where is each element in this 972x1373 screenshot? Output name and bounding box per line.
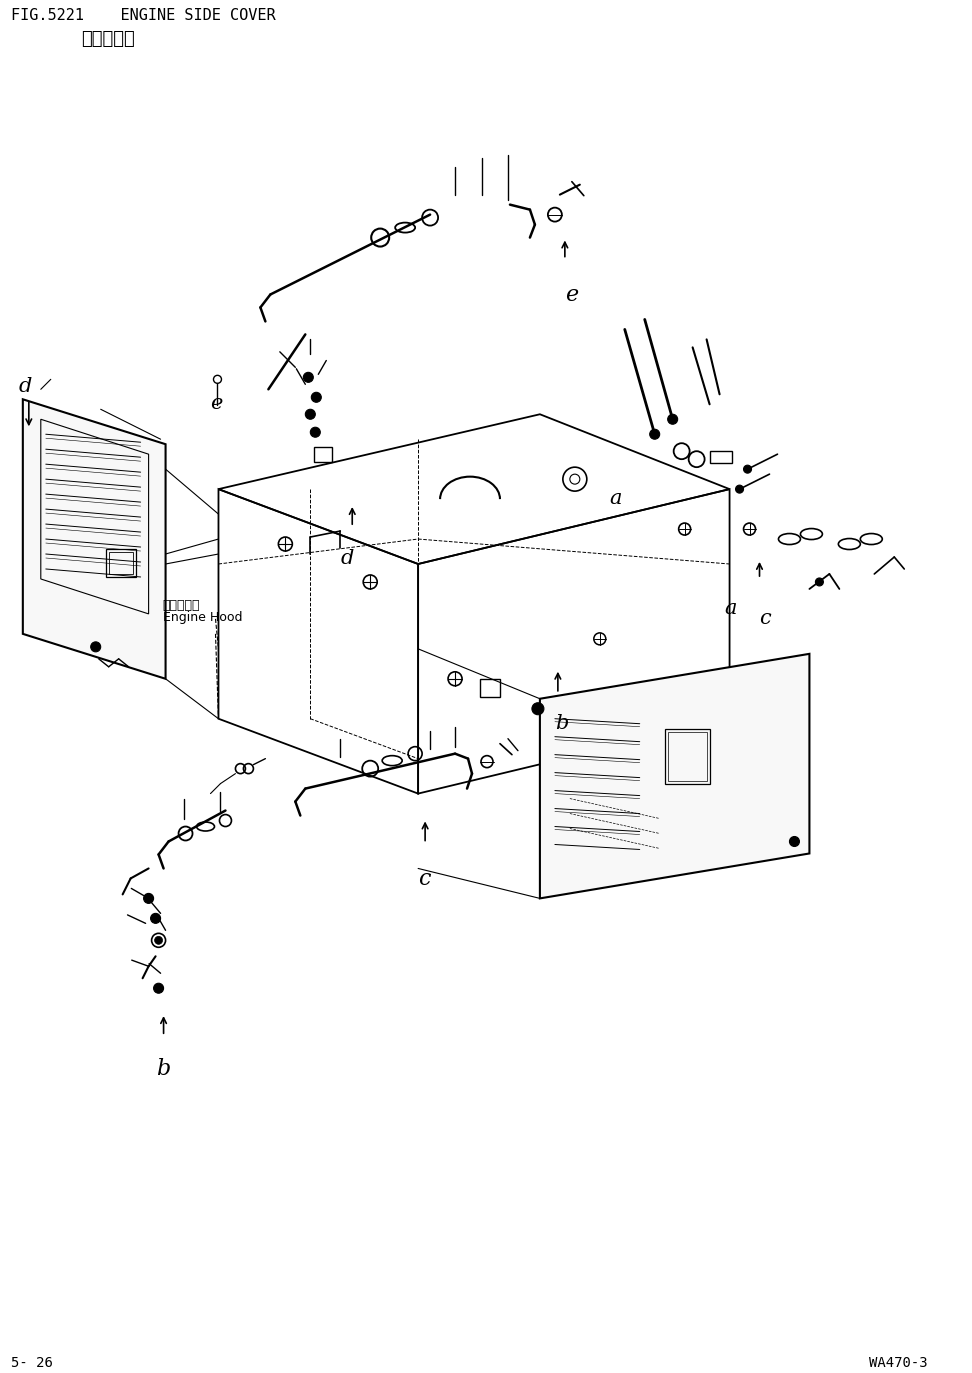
Text: c: c	[418, 869, 431, 891]
Circle shape	[155, 936, 162, 945]
Bar	[668, 732, 707, 781]
Text: d: d	[340, 549, 354, 568]
Bar	[314, 448, 332, 463]
Text: d: d	[18, 378, 32, 397]
Circle shape	[305, 409, 315, 419]
Text: Engine Hood: Engine Hood	[162, 611, 242, 623]
Circle shape	[90, 641, 101, 652]
Text: a: a	[724, 599, 737, 618]
Bar	[665, 729, 710, 784]
Circle shape	[649, 430, 660, 439]
Text: e: e	[211, 394, 223, 413]
Text: b: b	[555, 714, 569, 733]
Text: 发动机护盖: 发动机护盖	[162, 599, 200, 612]
Circle shape	[816, 578, 823, 586]
Text: b: b	[156, 1059, 170, 1081]
Text: a: a	[609, 489, 622, 508]
Circle shape	[154, 983, 163, 993]
Bar	[480, 678, 500, 696]
Polygon shape	[539, 654, 810, 898]
Circle shape	[151, 913, 160, 924]
Text: FIG.5221    ENGINE SIDE COVER: FIG.5221 ENGINE SIDE COVER	[11, 8, 275, 23]
Bar	[109, 552, 132, 574]
Circle shape	[310, 427, 321, 437]
Circle shape	[744, 465, 751, 474]
Text: 发动机侧盖: 发动机侧盖	[81, 30, 134, 48]
Bar	[710, 452, 732, 463]
Text: e: e	[565, 284, 578, 306]
Circle shape	[303, 372, 313, 382]
Circle shape	[736, 485, 744, 493]
Text: WA470-3: WA470-3	[869, 1355, 928, 1370]
Text: c: c	[759, 608, 771, 627]
Circle shape	[311, 393, 322, 402]
Circle shape	[789, 836, 799, 847]
Polygon shape	[22, 400, 165, 678]
Bar	[106, 549, 136, 577]
Text: 5- 26: 5- 26	[11, 1355, 52, 1370]
Circle shape	[144, 894, 154, 903]
Circle shape	[668, 415, 677, 424]
Circle shape	[532, 703, 544, 715]
